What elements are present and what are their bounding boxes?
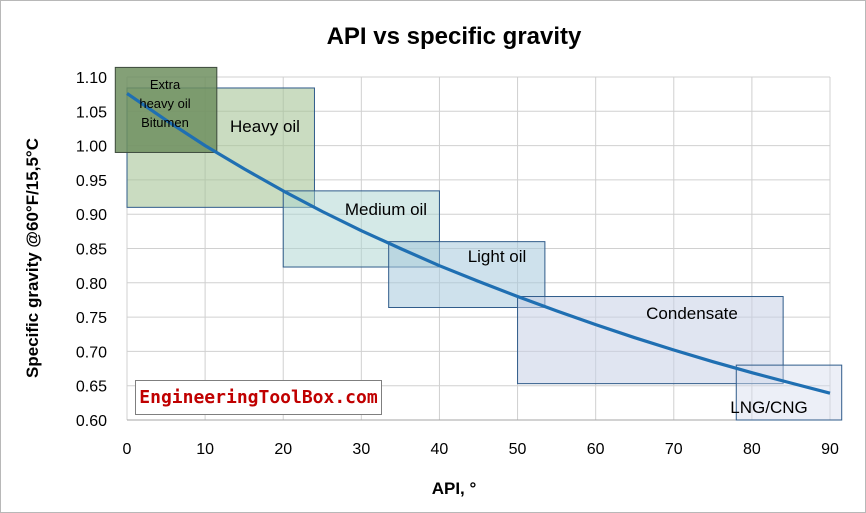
x-axis-title: API, ° [432,479,477,498]
y-tick-label: 0.75 [76,310,107,327]
region-label: Light oil [468,247,527,266]
y-tick-label: 0.95 [76,173,107,190]
region-label: Heavy oil [230,117,300,136]
x-tick-label: 40 [431,441,449,458]
region-label: Medium oil [345,200,427,219]
watermark-text: EngineeringToolBox.com [139,387,378,408]
x-tick-label: 10 [196,441,214,458]
y-tick-label: 1.05 [76,104,107,121]
region-labels: Extra heavy oil Bitumen Heavy oil Medium oil… [139,77,807,417]
y-tick-label: 0.85 [76,242,107,259]
y-axis-title: Specific gravity @60°F/15,5°C [23,138,42,378]
x-tick-label: 50 [509,441,527,458]
x-tick-label: 80 [743,441,761,458]
x-tick-label: 70 [665,441,683,458]
tick-labels: 0.60 0.65 0.70 0.75 0.80 0.85 0.90 0.95 1.00 1.05… [76,70,839,458]
y-tick-label: 0.90 [76,207,107,224]
y-tick-label: 0.80 [76,276,107,293]
y-tick-label: 0.60 [76,413,107,430]
chart-title: API vs specific gravity [327,23,582,50]
region-label: Extra [150,77,181,92]
x-tick-label: 30 [352,441,370,458]
x-tick-label: 90 [821,441,839,458]
y-tick-label: 1.00 [76,139,107,156]
region-box [114,66,218,153]
y-tick-label: 1.10 [76,70,107,87]
series-line-layer [126,92,831,395]
region-label: Bitumen [141,115,189,130]
region-label: LNG/CNG [730,398,807,417]
x-tick-label: 60 [587,441,605,458]
x-tick-label: 0 [123,441,132,458]
series-line [126,92,831,395]
x-tick-label: 20 [274,441,292,458]
y-tick-label: 0.70 [76,344,107,361]
region-label: Condensate [646,304,738,323]
y-tick-label: 0.65 [76,379,107,396]
watermark-box: EngineeringToolBox.com [135,380,382,415]
region-label: heavy oil [139,96,190,111]
